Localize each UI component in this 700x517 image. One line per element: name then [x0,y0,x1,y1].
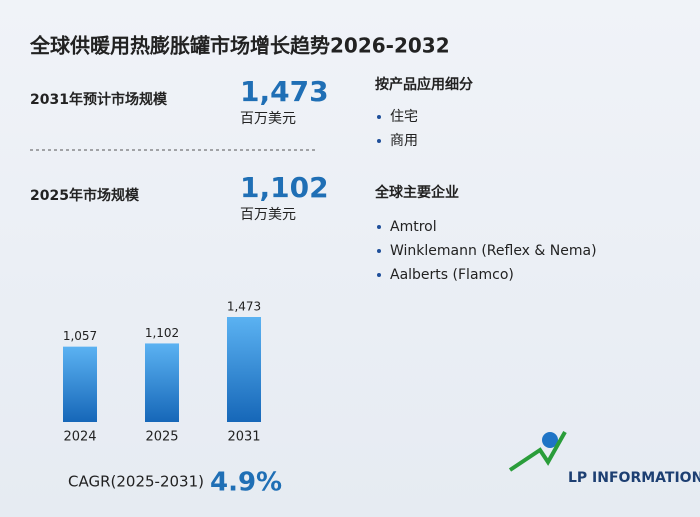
logo: LP INFORMATION [508,431,700,486]
summary-label: 2031年预计市场规模 [30,91,168,108]
x-tick-label: 2025 [145,430,178,445]
bar [227,317,261,422]
value-label: 1,473 [227,300,261,314]
x-tick-label: 2031 [227,430,260,445]
logo-swoosh [508,431,567,472]
title: 全球供暖用热膨胀罐市场增长趋势2026-2032 [29,34,450,58]
companies-heading: 全球主要企业 [374,184,459,201]
summary-label: 2025年市场规模 [30,187,140,204]
summary-value: 1,102 [240,171,329,204]
bar [63,346,97,422]
bar [145,343,179,422]
bullet [377,115,381,119]
summary-unit: 百万美元 [240,207,296,223]
logo-text: LP INFORMATION [568,470,700,486]
bullet [377,273,381,277]
list-item: Winklemann (Reflex & Nema) [390,243,597,259]
list-item: 住宅 [390,109,418,125]
bullet [377,139,381,143]
cagr-label: CAGR(2025-2031) [68,473,204,491]
bullet [377,249,381,253]
list-item: 商用 [390,133,418,149]
x-tick-label: 2024 [63,430,96,445]
logo-dot [542,432,558,448]
value-label: 1,057 [63,329,97,343]
value-label: 1,102 [145,326,179,340]
summary-unit: 百万美元 [240,111,296,127]
bullet [377,225,381,229]
cagr-value: 4.9% [210,468,282,498]
summary-value: 1,473 [240,75,329,108]
segments-heading: 按产品应用细分 [375,76,473,93]
list-item: Aalberts (Flamco) [390,267,514,283]
list-item: Amtrol [390,219,437,235]
